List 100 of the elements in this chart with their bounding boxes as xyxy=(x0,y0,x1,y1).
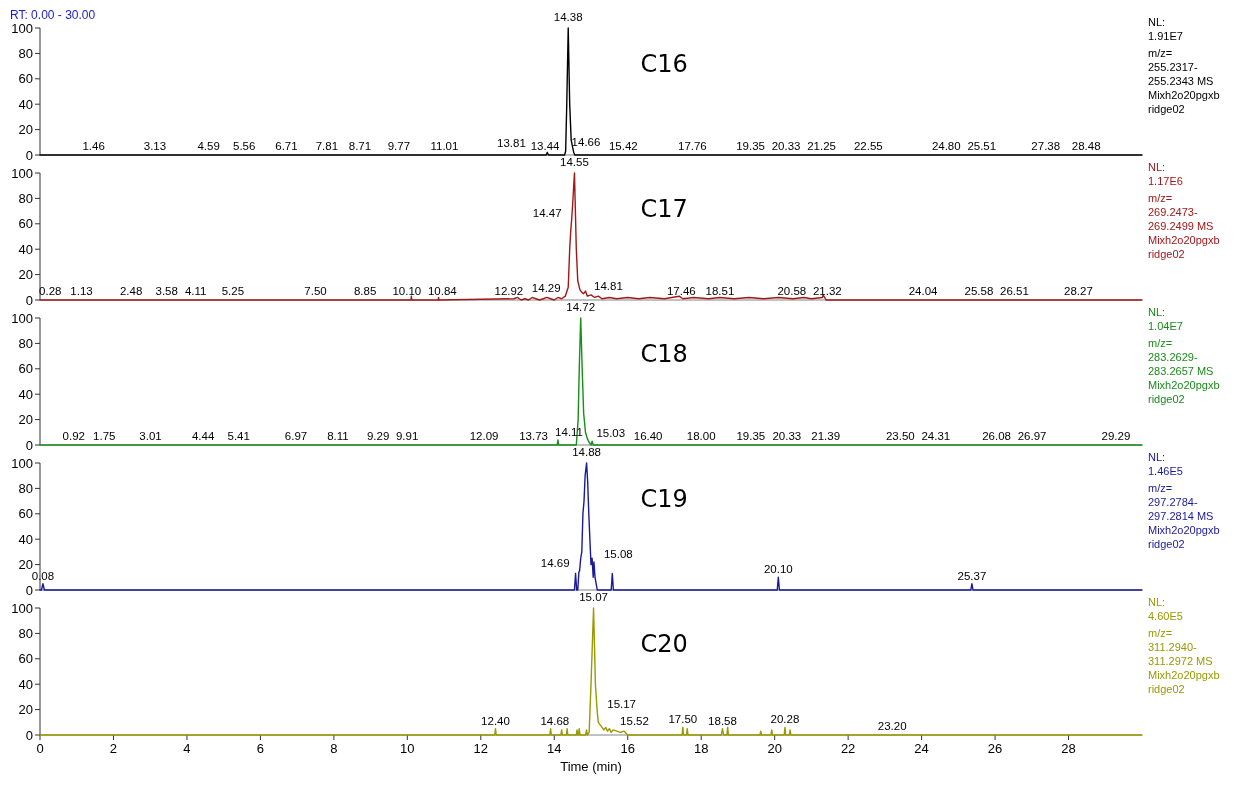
annotation: 5.25 xyxy=(221,284,245,297)
annotation: 20.10 xyxy=(763,563,793,576)
annotation: 17.50 xyxy=(668,713,698,726)
y-tick-label: 20 xyxy=(18,412,33,428)
annotation: 8.11 xyxy=(327,429,349,442)
annotation: 14.47 xyxy=(532,207,562,220)
text: NL: 1.46E5 m/z= 297.2784- 297.2814 MS Mixh2o20pgxb ridge02 xyxy=(1148,451,1220,550)
y-tick-label: 100 xyxy=(11,165,33,181)
y-tick-label: 20 xyxy=(18,557,33,573)
annotation: 22.55 xyxy=(853,139,883,152)
annotation: 17.46 xyxy=(666,284,696,297)
annotation: 11.01 xyxy=(430,139,459,152)
annotation: 2.48 xyxy=(119,284,143,297)
x-tick-label: 12 xyxy=(473,741,489,756)
annotation: 17.76 xyxy=(677,139,707,152)
annotation: 29.29 xyxy=(1101,429,1131,442)
y-tick-label: 0 xyxy=(25,292,33,308)
annotation: 3.13 xyxy=(143,139,167,152)
annotation: 1.46 xyxy=(82,139,105,152)
x-tick-label: 28 xyxy=(1061,741,1076,756)
y-tick-label: 0 xyxy=(25,582,33,598)
annotation: 25.51 xyxy=(967,139,997,152)
y-tick-label: 100 xyxy=(11,600,33,616)
annotation: 20.33 xyxy=(772,429,802,442)
y-tick-label: 60 xyxy=(18,651,33,667)
annotation: 20.33 xyxy=(771,139,801,152)
y-tick-label: 80 xyxy=(18,480,33,496)
annotation: 13.73 xyxy=(519,429,548,442)
y-tick-label: 80 xyxy=(18,625,33,641)
annotation: 28.27 xyxy=(1064,284,1093,297)
x-tick-label: 2 xyxy=(109,741,118,756)
annotation: 5.41 xyxy=(227,429,250,442)
line-series xyxy=(39,27,1143,156)
x-tick-label: 26 xyxy=(987,741,1003,756)
x-tick-label: 4 xyxy=(183,741,191,756)
y-tick-label: 60 xyxy=(18,216,33,232)
y-tick-label: 80 xyxy=(18,335,33,351)
y-tick-label: 40 xyxy=(18,96,33,112)
text: C17 xyxy=(640,195,688,224)
annotation: 3.58 xyxy=(155,284,178,297)
y-tick-label: 80 xyxy=(18,190,33,206)
annotation: 14.66 xyxy=(571,135,601,148)
annotation: 1.13 xyxy=(70,284,93,297)
text: NL: 1.04E7 m/z= 283.2629- 283.2657 MS Mixh2o20pgxb ridge02 xyxy=(1148,306,1220,405)
annotation: 3.01 xyxy=(139,429,162,442)
annotation: 0.92 xyxy=(62,429,85,442)
y-tick-label: 20 xyxy=(18,267,33,283)
annotation: 14.55 xyxy=(560,156,589,168)
y-tick-label: 40 xyxy=(18,676,33,692)
annotation: 14.68 xyxy=(540,714,570,727)
x-tick-label: 8 xyxy=(330,741,338,756)
annotation: 25.37 xyxy=(957,569,987,582)
y-tick-label: 20 xyxy=(18,122,33,138)
annotation: 4.59 xyxy=(197,139,220,152)
annotation: 24.31 xyxy=(921,429,951,442)
text: C18 xyxy=(640,340,688,369)
annotation: 26.51 xyxy=(1000,284,1029,297)
annotation: 15.17 xyxy=(607,698,637,711)
x-tick-label: 10 xyxy=(400,741,415,756)
y-tick-label: 40 xyxy=(18,241,33,257)
annotation: 15.03 xyxy=(596,427,626,440)
annotation: 9.91 xyxy=(395,429,419,442)
line-series xyxy=(39,317,1143,446)
annotation: 18.58 xyxy=(708,714,737,727)
annotation: 15.07 xyxy=(579,591,608,603)
text: NL: 4.60E5 m/z= 311.2940- 311.2972 MS Mixh2o20pgxb ridge02 xyxy=(1148,596,1220,695)
annotation: 10.10 xyxy=(392,284,422,297)
annotation: 16.40 xyxy=(633,429,663,442)
annotation: 21.32 xyxy=(812,284,842,297)
annotation: 14.88 xyxy=(572,446,601,458)
text: C20 xyxy=(640,630,688,659)
annotation: 28.48 xyxy=(1071,139,1101,152)
annotation: 14.29 xyxy=(531,282,561,295)
y-tick-label: 60 xyxy=(18,71,33,87)
annotation: 12.09 xyxy=(469,429,499,442)
annotation: 19.35 xyxy=(736,429,766,442)
annotation: 20.28 xyxy=(770,713,800,726)
text: NL: 1.17E6 m/z= 269.2473- 269.2499 MS Mixh2o20pgxb ridge02 xyxy=(1148,161,1220,260)
y-tick-label: 40 xyxy=(18,531,33,547)
y-tick-label: 100 xyxy=(11,310,33,326)
annotation: 14.72 xyxy=(566,301,596,313)
annotation: 4.44 xyxy=(191,429,215,442)
annotation: 21.25 xyxy=(807,139,836,152)
annotation: 1.75 xyxy=(93,429,116,442)
y-tick-label: 40 xyxy=(18,386,33,402)
annotation: 5.56 xyxy=(233,139,256,152)
line-series xyxy=(39,172,1143,301)
annotation: 18.00 xyxy=(686,429,716,442)
annotation: 6.97 xyxy=(284,429,308,442)
annotation: 25.58 xyxy=(964,284,994,297)
y-tick-label: 100 xyxy=(11,20,33,36)
text: C16 xyxy=(640,50,688,79)
x-tick-label: 14 xyxy=(547,741,562,756)
annotation: 18.51 xyxy=(705,284,735,297)
annotation: 6.71 xyxy=(275,139,298,152)
text: NL: 1.91E7 m/z= 255.2317- 255.2343 MS Mixh2o20pgxb ridge02 xyxy=(1148,16,1220,115)
annotation: 7.81 xyxy=(315,139,339,152)
x-tick-label: 6 xyxy=(256,741,265,756)
annotation: 24.80 xyxy=(931,139,961,152)
y-tick-label: 60 xyxy=(18,506,33,522)
